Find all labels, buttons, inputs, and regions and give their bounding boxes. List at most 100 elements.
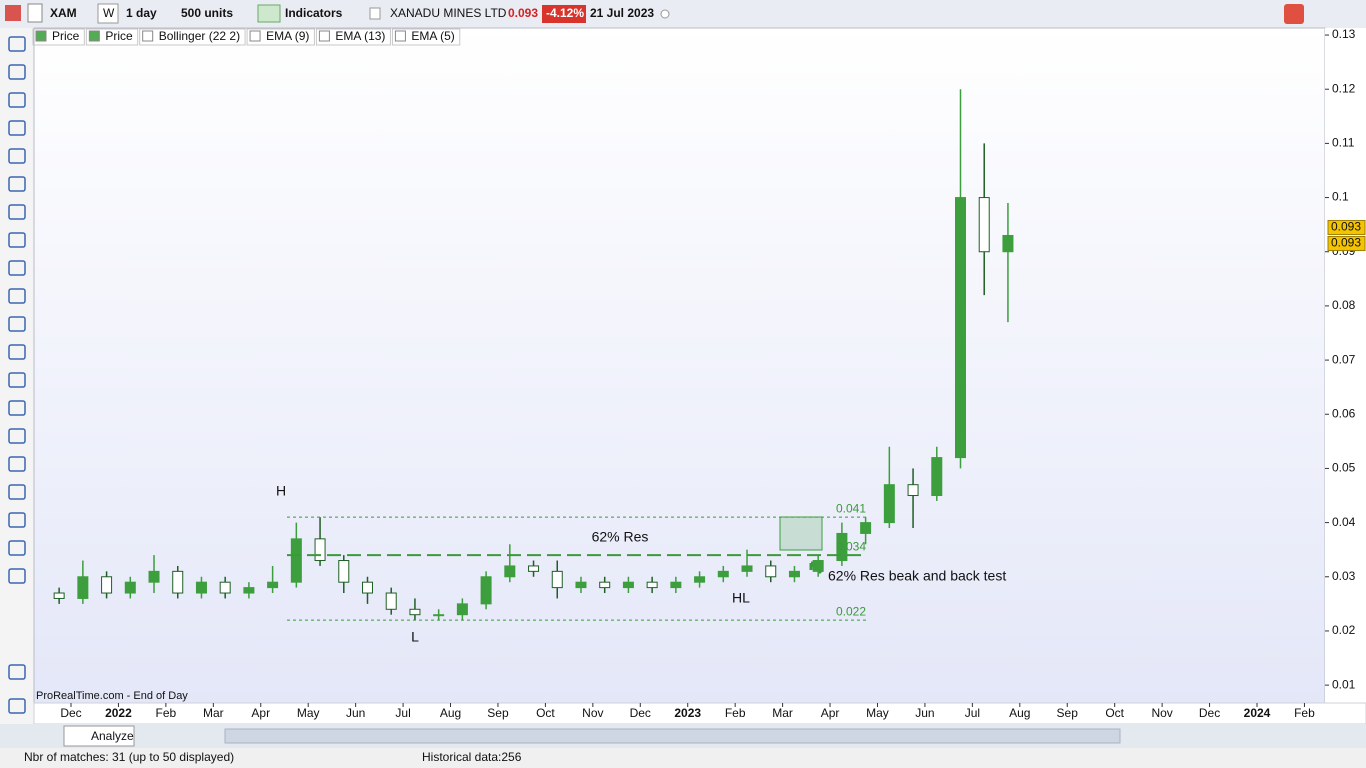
- indicators[interactable]: Indicators: [285, 6, 343, 20]
- tool-icon[interactable]: [8, 568, 26, 584]
- icon[interactable]: [27, 3, 43, 23]
- tool-icon[interactable]: [8, 176, 26, 192]
- tool-icon[interactable]: [8, 512, 26, 528]
- tool-icon[interactable]: [8, 344, 26, 360]
- candle-body: [53, 592, 65, 599]
- legend-label[interactable]: Price: [105, 29, 133, 43]
- candle-body: [765, 565, 777, 578]
- icon[interactable]: [1284, 4, 1304, 24]
- legend-frame: [85, 28, 139, 46]
- legend-label[interactable]: EMA (5): [411, 29, 454, 43]
- legend-label[interactable]: Bollinger (22 2): [159, 29, 240, 43]
- ticker[interactable]: XAM: [50, 6, 77, 20]
- tool-icon[interactable]: [8, 698, 26, 714]
- indicators-icon[interactable]: [257, 4, 281, 23]
- y-tick-label: 0.08: [1332, 298, 1356, 312]
- candle-body: [694, 576, 706, 583]
- highlight-box: [779, 516, 823, 551]
- candle-body: [101, 576, 113, 594]
- tool-icon[interactable]: [8, 92, 26, 108]
- tool-icon[interactable]: [8, 456, 26, 472]
- y-tick-label: 0.04: [1332, 515, 1356, 529]
- candle-body: [907, 484, 919, 497]
- candle-body: [883, 484, 895, 524]
- tool-icon[interactable]: [8, 64, 26, 80]
- legend-label[interactable]: EMA (13): [335, 29, 385, 43]
- tool-icon[interactable]: [8, 120, 26, 136]
- tool-icon[interactable]: [8, 148, 26, 164]
- legend-box[interactable]: [249, 30, 261, 42]
- tool-icon[interactable]: [8, 204, 26, 220]
- tool-icon[interactable]: [8, 36, 26, 52]
- level-label: 0.041: [836, 501, 866, 515]
- price-tag: [1327, 219, 1366, 235]
- candle-body: [267, 581, 279, 589]
- tool-icon[interactable]: [8, 288, 26, 304]
- tool-icon[interactable]: [8, 316, 26, 332]
- change: -4.12%: [546, 6, 584, 20]
- candle-body: [646, 581, 658, 589]
- tool-icon[interactable]: [8, 428, 26, 444]
- candle-body: [290, 538, 302, 583]
- x-tick-label: Oct: [536, 706, 555, 720]
- candle-body: [433, 614, 445, 617]
- legend-box[interactable]: [394, 30, 406, 42]
- candle-body: [480, 576, 492, 605]
- candle-body: [955, 197, 966, 459]
- y-tick-label: 0.12: [1332, 81, 1356, 95]
- legend-frame: [32, 28, 85, 46]
- tool-icon[interactable]: [8, 540, 26, 556]
- legend-box[interactable]: [88, 30, 100, 42]
- source: ProRealTime.com - End of Day: [36, 690, 188, 702]
- w-button[interactable]: [97, 3, 119, 24]
- analyze[interactable]: Analyze: [91, 729, 134, 743]
- period-button[interactable]: W: [103, 6, 115, 20]
- icon[interactable]: [369, 7, 381, 20]
- candle-body: [338, 560, 350, 583]
- analyze-button[interactable]: [63, 725, 135, 747]
- x-tick-label: May: [297, 706, 320, 720]
- units[interactable]: 500 units: [181, 6, 233, 20]
- icon[interactable]: [660, 9, 670, 19]
- legend-box[interactable]: [142, 30, 154, 42]
- last-price: 0.093: [508, 6, 538, 20]
- legend-frame: [391, 28, 461, 46]
- candle-body: [219, 581, 231, 594]
- tool-icon[interactable]: [8, 664, 26, 680]
- legend-label[interactable]: Price: [52, 29, 80, 43]
- candle-body: [551, 570, 563, 589]
- icon[interactable]: [5, 5, 21, 21]
- tool-icon[interactable]: [8, 372, 26, 388]
- candle-body: [409, 608, 421, 616]
- tool-icon[interactable]: [8, 484, 26, 500]
- x-tick-label: Feb: [156, 706, 177, 720]
- candle-body: [860, 522, 872, 534]
- historical: Historical data:256: [422, 750, 522, 764]
- legend-label[interactable]: EMA (9): [266, 29, 309, 43]
- toolbar: [0, 0, 1366, 28]
- legend-box[interactable]: [318, 30, 330, 42]
- x-tick-label: 2024: [1244, 706, 1271, 720]
- level-label: 0.022: [836, 604, 866, 618]
- left-tools: [8, 36, 26, 714]
- tool-icon[interactable]: [8, 232, 26, 248]
- x-tick-label: Jun: [915, 706, 934, 720]
- y-tick-label: 0.07: [1332, 352, 1356, 366]
- candle-body: [504, 565, 516, 578]
- x-tick-label: Jun: [346, 706, 365, 720]
- timeframe[interactable]: 1 day: [126, 6, 157, 20]
- status-bar: [0, 748, 1366, 768]
- legend-box[interactable]: [35, 30, 47, 42]
- x-tick-label: Sep: [1057, 706, 1079, 720]
- tool-icon[interactable]: [8, 400, 26, 416]
- x-tick-label: Apr: [821, 706, 840, 720]
- legend: Price Price Bollinger (22 2) EMA (9) EMA (13…: [32, 28, 461, 46]
- candle-body: [456, 603, 468, 616]
- tool-icon[interactable]: [8, 260, 26, 276]
- y-axis-area: [1325, 28, 1366, 703]
- scrollbar[interactable]: [224, 728, 1121, 744]
- y-tick-label: 0.05: [1332, 461, 1356, 475]
- date: 21 Jul 2023: [590, 6, 654, 20]
- x-tick-label: Mar: [203, 706, 224, 720]
